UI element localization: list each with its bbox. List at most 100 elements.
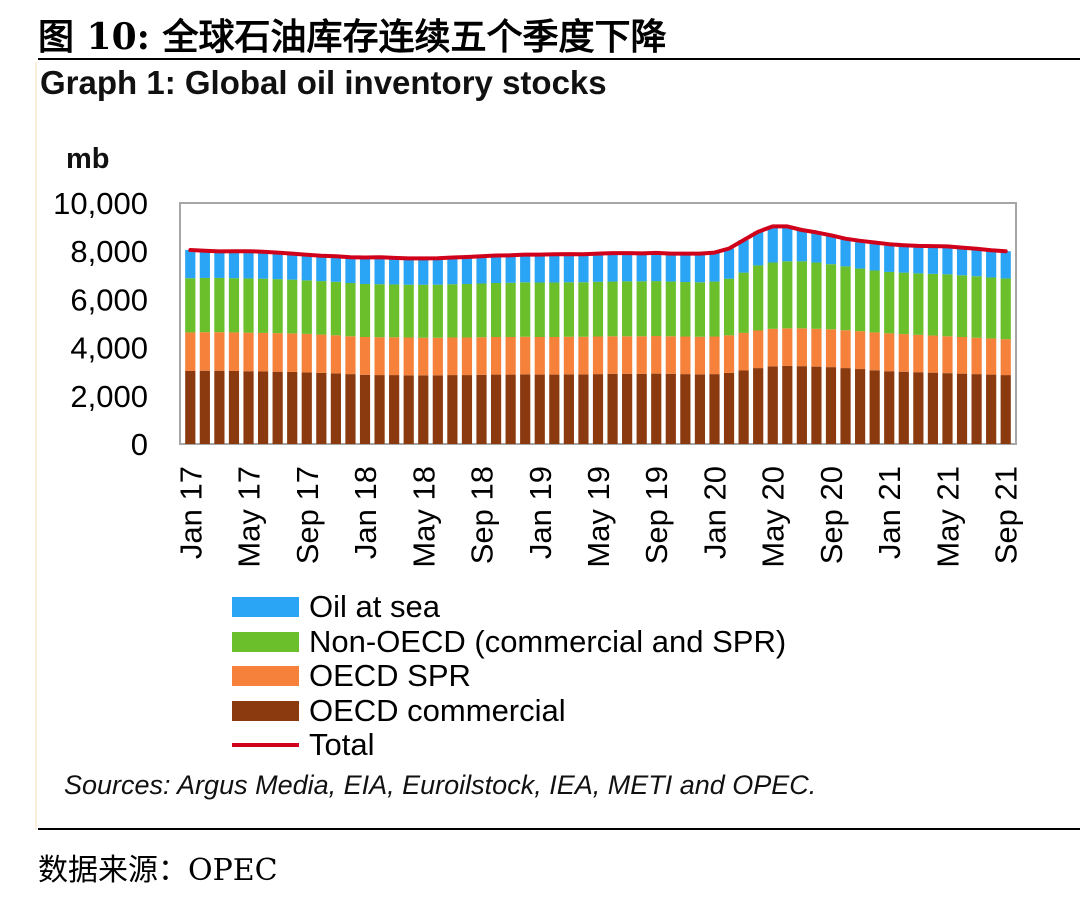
y-tick-label: 0 bbox=[131, 427, 148, 462]
x-tick-label: May 18 bbox=[406, 466, 441, 568]
y-tick-label: 8,000 bbox=[70, 234, 148, 269]
bar-segment-oil-at-sea bbox=[374, 257, 385, 285]
bar-segment-oil-at-sea bbox=[345, 257, 356, 284]
bar-segment-oecd-commercial bbox=[374, 375, 385, 444]
bar-segment-oecd-spr bbox=[330, 335, 341, 374]
bar-segment-non-oecd-commercial-and-spr bbox=[520, 282, 531, 337]
bar-segment-oecd-spr bbox=[199, 332, 210, 371]
bar-segment-oecd-commercial bbox=[825, 367, 837, 444]
bar-segment-oil-at-sea bbox=[505, 255, 516, 283]
legend-swatch-oecd-spr bbox=[232, 666, 299, 687]
bar-segment-oecd-spr bbox=[782, 328, 793, 366]
bar-segment-oecd-commercial bbox=[505, 374, 516, 444]
legend-label: Oil at sea bbox=[309, 589, 440, 625]
bar-segment-oecd-spr bbox=[607, 336, 618, 374]
bar-segment-oil-at-sea bbox=[418, 258, 429, 285]
bar-segment-oil-at-sea bbox=[257, 251, 269, 279]
bar-segment-oecd-spr bbox=[622, 336, 633, 374]
legend-label: Total bbox=[309, 727, 375, 763]
bar-segment-oecd-spr bbox=[592, 336, 604, 375]
bar-segment-oecd-spr bbox=[272, 333, 283, 372]
x-tick-label: Sep 21 bbox=[989, 466, 1024, 564]
x-tick-label: Jan 18 bbox=[348, 466, 383, 559]
bar-segment-non-oecd-commercial-and-spr bbox=[913, 273, 924, 335]
bar-segment-oecd-commercial bbox=[389, 375, 400, 444]
bar-segment-non-oecd-commercial-and-spr bbox=[709, 281, 720, 337]
bar-segment-oecd-spr bbox=[811, 328, 822, 367]
bar-segment-oecd-commercial bbox=[476, 374, 487, 444]
bar-segment-oecd-commercial bbox=[738, 370, 749, 444]
bar-segment-oil-at-sea bbox=[651, 252, 662, 282]
bar-segment-non-oecd-commercial-and-spr bbox=[723, 278, 735, 336]
footer-source: 数据来源：OPEC bbox=[38, 853, 278, 888]
bar-segment-oecd-commercial bbox=[709, 374, 720, 444]
bar-segment-oil-at-sea bbox=[622, 253, 633, 282]
bar-segment-oil-at-sea bbox=[665, 253, 676, 282]
bar-segment-oecd-commercial bbox=[563, 374, 574, 444]
bar-segment-oecd-spr bbox=[709, 336, 720, 375]
bar-segment-oil-at-sea bbox=[884, 244, 895, 272]
bar-segment-oecd-commercial bbox=[287, 371, 298, 444]
bar-segment-oecd-spr bbox=[738, 332, 749, 371]
bar-segment-oil-at-sea bbox=[971, 248, 982, 277]
bar-segment-oil-at-sea bbox=[228, 251, 240, 279]
bar-segment-non-oecd-commercial-and-spr bbox=[432, 284, 443, 338]
bar-segment-non-oecd-commercial-and-spr bbox=[651, 281, 662, 337]
bar-segment-oecd-spr bbox=[884, 333, 895, 372]
bar-segment-oil-at-sea bbox=[578, 254, 589, 283]
bar-segment-non-oecd-commercial-and-spr bbox=[549, 282, 560, 337]
bar-segment-non-oecd-commercial-and-spr bbox=[359, 283, 371, 337]
bar-segment-oecd-commercial bbox=[782, 365, 793, 444]
bar-segment-oecd-commercial bbox=[214, 370, 225, 444]
bar-segment-oecd-commercial bbox=[942, 373, 953, 444]
bar-segment-oil-at-sea bbox=[767, 226, 778, 263]
bar-segment-oil-at-sea bbox=[956, 247, 968, 276]
bar-segment-oecd-commercial bbox=[272, 371, 283, 444]
bar-segment-oecd-commercial bbox=[549, 374, 560, 444]
bar-segment-oil-at-sea bbox=[869, 242, 880, 271]
bar-segment-oecd-commercial bbox=[301, 372, 312, 444]
bar-segment-oecd-commercial bbox=[578, 374, 589, 444]
bar-segment-oil-at-sea bbox=[592, 253, 604, 282]
bar-segment-oecd-spr bbox=[956, 336, 968, 374]
bar-segment-oil-at-sea bbox=[563, 254, 574, 283]
bar-segment-non-oecd-commercial-and-spr bbox=[796, 261, 807, 329]
bar-segment-non-oecd-commercial-and-spr bbox=[753, 265, 764, 331]
bar-segment-non-oecd-commercial-and-spr bbox=[272, 279, 283, 334]
chart-sources-note: Sources: Argus Media, EIA, Euroilstock, … bbox=[64, 770, 817, 800]
legend-label: OECD SPR bbox=[309, 658, 471, 694]
bar-segment-oecd-spr bbox=[898, 334, 909, 372]
bar-segment-oecd-spr bbox=[461, 337, 473, 376]
bar-segment-non-oecd-commercial-and-spr bbox=[287, 279, 298, 334]
bar-segment-oecd-spr bbox=[534, 336, 545, 375]
bar-segment-oecd-spr bbox=[1000, 339, 1011, 376]
bar-segment-oecd-spr bbox=[214, 332, 225, 371]
x-tick-label: Jan 19 bbox=[523, 466, 558, 559]
legend-item-oecd-commercial: OECD commercial bbox=[232, 693, 786, 729]
legend-swatch-oecd-commercial bbox=[232, 700, 299, 721]
bar-segment-oil-at-sea bbox=[316, 255, 327, 282]
bar-segment-oecd-commercial bbox=[971, 374, 982, 444]
bar-segment-oil-at-sea bbox=[855, 240, 866, 269]
bar-segment-oecd-spr bbox=[796, 328, 807, 367]
bar-segment-non-oecd-commercial-and-spr bbox=[665, 281, 676, 337]
bar-segment-oil-at-sea bbox=[520, 254, 531, 283]
bar-segment-oil-at-sea bbox=[461, 256, 473, 284]
bar-segment-non-oecd-commercial-and-spr bbox=[490, 283, 502, 337]
bar-segment-oecd-commercial bbox=[403, 375, 414, 444]
bar-segment-oil-at-sea bbox=[389, 257, 400, 285]
y-tick-label: 2,000 bbox=[70, 379, 148, 414]
bar-segment-non-oecd-commercial-and-spr bbox=[1000, 278, 1011, 340]
bar-segment-oecd-commercial bbox=[592, 374, 604, 444]
total-line bbox=[188, 224, 1008, 261]
bar-segment-oecd-commercial bbox=[680, 374, 691, 444]
bar-segment-oecd-spr bbox=[316, 334, 327, 373]
bar-segment-non-oecd-commercial-and-spr bbox=[782, 261, 793, 329]
bar-segment-oil-at-sea bbox=[796, 229, 807, 262]
bar-segment-oil-at-sea bbox=[738, 240, 749, 273]
bar-segment-oecd-commercial bbox=[986, 374, 997, 444]
bar-segment-non-oecd-commercial-and-spr bbox=[825, 264, 837, 330]
bar-segment-oil-at-sea bbox=[490, 255, 502, 284]
bar-segment-oil-at-sea bbox=[753, 231, 764, 266]
bar-segment-oecd-commercial bbox=[913, 372, 924, 444]
